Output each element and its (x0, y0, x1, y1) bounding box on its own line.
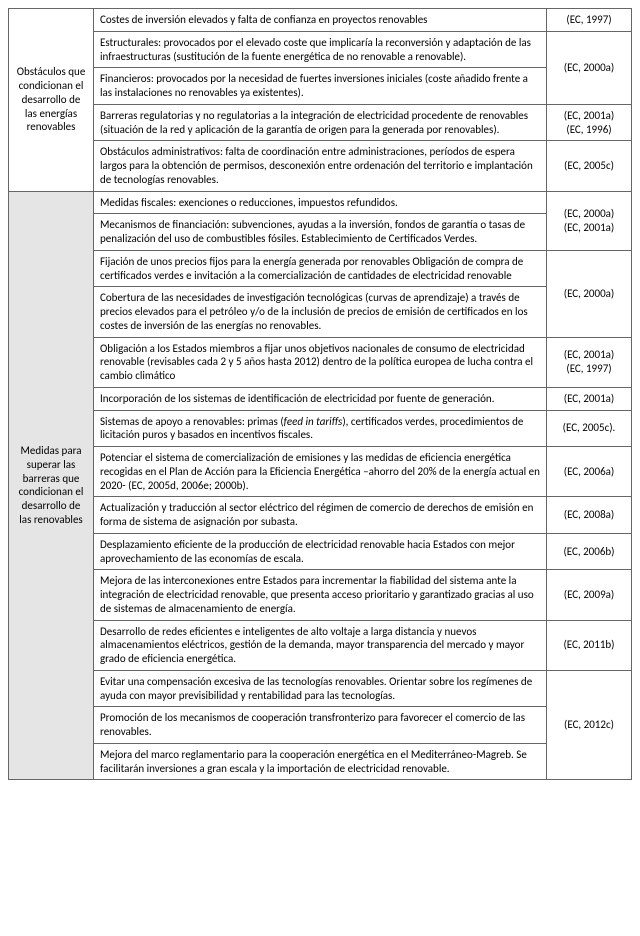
row-reference: (EC, 2001a)(EC, 1997) (547, 337, 632, 387)
row-reference: (EC, 2011b) (547, 620, 632, 670)
row-reference: (EC, 2012c) (547, 670, 632, 780)
row-reference: (EC, 2001a) (547, 387, 632, 410)
policy-table: Obstáculos que condicionan el desarrollo… (8, 8, 632, 780)
table-row: Mejora de las interconexiones entre Esta… (9, 570, 632, 620)
row-description: Actualización y traducción al sector elé… (94, 497, 547, 534)
row-description: Incorporación de los sistemas de identif… (94, 387, 547, 410)
row-description: Mejora de las interconexiones entre Esta… (94, 570, 547, 620)
row-description: Mecanismos de financiación: subvenciones… (94, 214, 547, 251)
row-reference: (EC, 2001a)(EC, 1996) (547, 104, 632, 141)
row-description: Desarrollo de redes eficientes e intelig… (94, 620, 547, 670)
row-description: Sistemas de apoyo a renovables: primas (… (94, 410, 547, 447)
table-row: Mejora del marco reglamentario para la c… (9, 743, 632, 780)
row-description: Financieros: provocados por la necesidad… (94, 68, 547, 105)
table-row: Obstáculos administrativos: falta de coo… (9, 141, 632, 191)
section-label: Obstáculos que condicionan el desarrollo… (9, 9, 94, 192)
table-row: Mecanismos de financiación: subvenciones… (9, 214, 632, 251)
row-reference: (EC, 2000a)(EC, 2001a) (547, 191, 632, 250)
table-row: Desarrollo de redes eficientes e intelig… (9, 620, 632, 670)
row-description: Promoción de los mecanismos de cooperaci… (94, 707, 547, 744)
row-reference: (EC, 2000a) (547, 250, 632, 337)
row-description: Desplazamiento eficiente de la producció… (94, 533, 547, 570)
table-row: Evitar una compensación excesiva de las … (9, 670, 632, 707)
page: Obstáculos que condicionan el desarrollo… (0, 0, 640, 788)
table-row: Sistemas de apoyo a renovables: primas (… (9, 410, 632, 447)
table-row: Cobertura de las necesidades de investig… (9, 287, 632, 337)
row-description: Cobertura de las necesidades de investig… (94, 287, 547, 337)
section-label: Medidas para superar las barreras que co… (9, 191, 94, 780)
row-reference: (EC, 2005c). (547, 410, 632, 447)
table-row: Actualización y traducción al sector elé… (9, 497, 632, 534)
table-row: Desplazamiento eficiente de la producció… (9, 533, 632, 570)
row-reference: (EC, 2006a) (547, 447, 632, 497)
row-reference: (EC, 2000a) (547, 31, 632, 104)
row-description: Costes de inversión elevados y falta de … (94, 9, 547, 32)
row-reference: (EC, 2009a) (547, 570, 632, 620)
table-row: Potenciar el sistema de comercialización… (9, 447, 632, 497)
row-description: Medidas fiscales: exenciones o reduccion… (94, 191, 547, 214)
row-description: Obstáculos administrativos: falta de coo… (94, 141, 547, 191)
row-reference: (EC, 2008a) (547, 497, 632, 534)
row-description: Obligación a los Estados miembros a fija… (94, 337, 547, 387)
row-description: Mejora del marco reglamentario para la c… (94, 743, 547, 780)
table-row: Obligación a los Estados miembros a fija… (9, 337, 632, 387)
table-row: Barreras regulatorias y no regulatorias … (9, 104, 632, 141)
table-row: Medidas para superar las barreras que co… (9, 191, 632, 214)
row-description: Estructurales: provocados por el elevado… (94, 31, 547, 68)
row-reference: (EC, 2006b) (547, 533, 632, 570)
row-reference: (EC, 1997) (547, 9, 632, 32)
row-description: Potenciar el sistema de comercialización… (94, 447, 547, 497)
table-row: Promoción de los mecanismos de cooperaci… (9, 707, 632, 744)
table-row: Incorporación de los sistemas de identif… (9, 387, 632, 410)
table-row: Obstáculos que condicionan el desarrollo… (9, 9, 632, 32)
row-description: Barreras regulatorias y no regulatorias … (94, 104, 547, 141)
table-row: Financieros: provocados por la necesidad… (9, 68, 632, 105)
table-row: Estructurales: provocados por el elevado… (9, 31, 632, 68)
table-row: Fijación de unos precios fijos para la e… (9, 250, 632, 287)
row-description: Evitar una compensación excesiva de las … (94, 670, 547, 707)
row-description: Fijación de unos precios fijos para la e… (94, 250, 547, 287)
row-reference: (EC, 2005c) (547, 141, 632, 191)
